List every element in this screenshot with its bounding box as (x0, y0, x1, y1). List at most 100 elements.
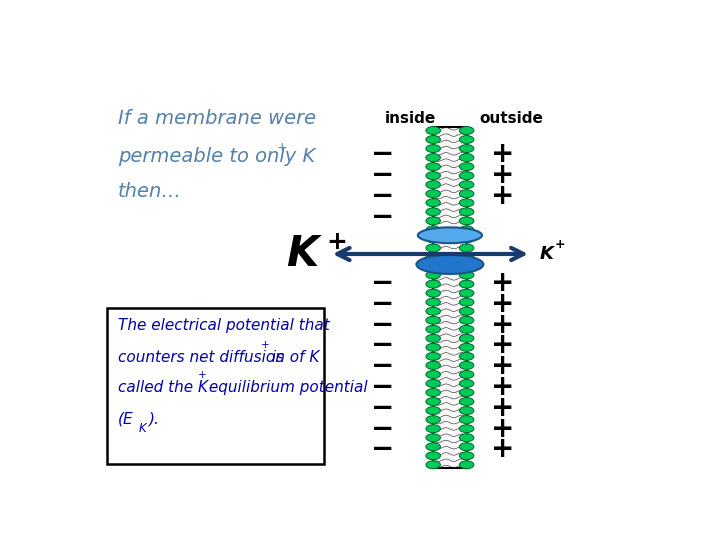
Ellipse shape (426, 443, 441, 451)
Ellipse shape (426, 208, 441, 216)
Ellipse shape (426, 316, 441, 324)
Ellipse shape (459, 361, 474, 369)
Ellipse shape (426, 262, 441, 270)
Ellipse shape (426, 353, 441, 360)
Ellipse shape (426, 163, 441, 171)
Text: −: − (372, 373, 395, 401)
Text: K: K (286, 233, 318, 275)
Text: +: + (491, 435, 515, 463)
Ellipse shape (426, 145, 441, 152)
Ellipse shape (426, 361, 441, 369)
Text: +: + (491, 310, 515, 339)
Ellipse shape (459, 307, 474, 315)
Ellipse shape (459, 343, 474, 352)
Text: −: − (372, 332, 395, 360)
Ellipse shape (459, 424, 474, 433)
Ellipse shape (459, 244, 474, 252)
Ellipse shape (459, 136, 474, 144)
Text: +: + (491, 290, 515, 318)
Ellipse shape (459, 226, 474, 234)
Ellipse shape (459, 397, 474, 406)
Bar (433, 127, 467, 468)
Ellipse shape (426, 190, 441, 198)
Ellipse shape (459, 316, 474, 324)
Ellipse shape (418, 227, 482, 243)
Ellipse shape (459, 461, 474, 469)
Text: −: − (372, 182, 395, 210)
Ellipse shape (459, 407, 474, 415)
Ellipse shape (426, 235, 441, 243)
Text: +: + (555, 238, 565, 251)
Ellipse shape (426, 126, 441, 134)
Ellipse shape (459, 235, 474, 243)
Ellipse shape (459, 443, 474, 451)
Text: +: + (491, 182, 515, 210)
Ellipse shape (426, 280, 441, 288)
Ellipse shape (459, 434, 474, 442)
Ellipse shape (426, 380, 441, 387)
Text: +: + (491, 140, 515, 168)
Text: outside: outside (480, 111, 543, 126)
Ellipse shape (459, 190, 474, 198)
Text: −: − (372, 394, 395, 422)
Ellipse shape (426, 298, 441, 306)
Text: −: − (372, 140, 395, 168)
Text: −: − (372, 290, 395, 318)
Text: +: + (261, 340, 270, 350)
Ellipse shape (426, 452, 441, 460)
Text: The electrical potential that: The electrical potential that (118, 319, 330, 333)
Ellipse shape (426, 325, 441, 333)
Ellipse shape (426, 217, 441, 225)
Ellipse shape (426, 136, 441, 144)
Ellipse shape (459, 181, 474, 188)
Ellipse shape (459, 298, 474, 306)
Ellipse shape (459, 172, 474, 180)
Ellipse shape (426, 370, 441, 379)
Ellipse shape (426, 181, 441, 188)
Ellipse shape (459, 416, 474, 423)
Ellipse shape (426, 172, 441, 180)
Text: +: + (491, 352, 515, 380)
Ellipse shape (426, 424, 441, 433)
Bar (107, 308, 324, 464)
Ellipse shape (459, 289, 474, 297)
Text: counters net diffusion of K: counters net diffusion of K (118, 349, 319, 364)
Ellipse shape (459, 126, 474, 134)
Text: −: − (372, 415, 395, 443)
Text: −: − (372, 202, 395, 231)
Text: is: is (267, 349, 284, 364)
Text: +: + (491, 373, 515, 401)
Text: +: + (277, 140, 287, 153)
Text: +: + (491, 269, 515, 297)
Text: +: + (491, 161, 515, 189)
Ellipse shape (426, 199, 441, 207)
Ellipse shape (426, 397, 441, 406)
Ellipse shape (426, 244, 441, 252)
Ellipse shape (459, 325, 474, 333)
Ellipse shape (426, 334, 441, 342)
Text: +: + (491, 332, 515, 360)
Text: −: − (372, 310, 395, 339)
Text: K: K (139, 422, 147, 435)
Ellipse shape (459, 154, 474, 161)
Ellipse shape (459, 163, 474, 171)
Ellipse shape (416, 255, 483, 274)
Ellipse shape (426, 416, 441, 423)
Ellipse shape (459, 253, 474, 261)
Text: inside: inside (385, 111, 436, 126)
Text: then…: then… (118, 182, 181, 201)
Ellipse shape (426, 253, 441, 261)
Ellipse shape (426, 154, 441, 161)
Text: +: + (198, 370, 207, 380)
Ellipse shape (426, 289, 441, 297)
Text: equilibrium potential: equilibrium potential (204, 380, 367, 395)
Ellipse shape (426, 307, 441, 315)
Text: −: − (372, 161, 395, 189)
Ellipse shape (459, 452, 474, 460)
Ellipse shape (426, 389, 441, 396)
Text: K: K (539, 245, 553, 263)
Ellipse shape (459, 353, 474, 360)
Ellipse shape (459, 217, 474, 225)
Text: −: − (372, 435, 395, 463)
Ellipse shape (459, 145, 474, 152)
